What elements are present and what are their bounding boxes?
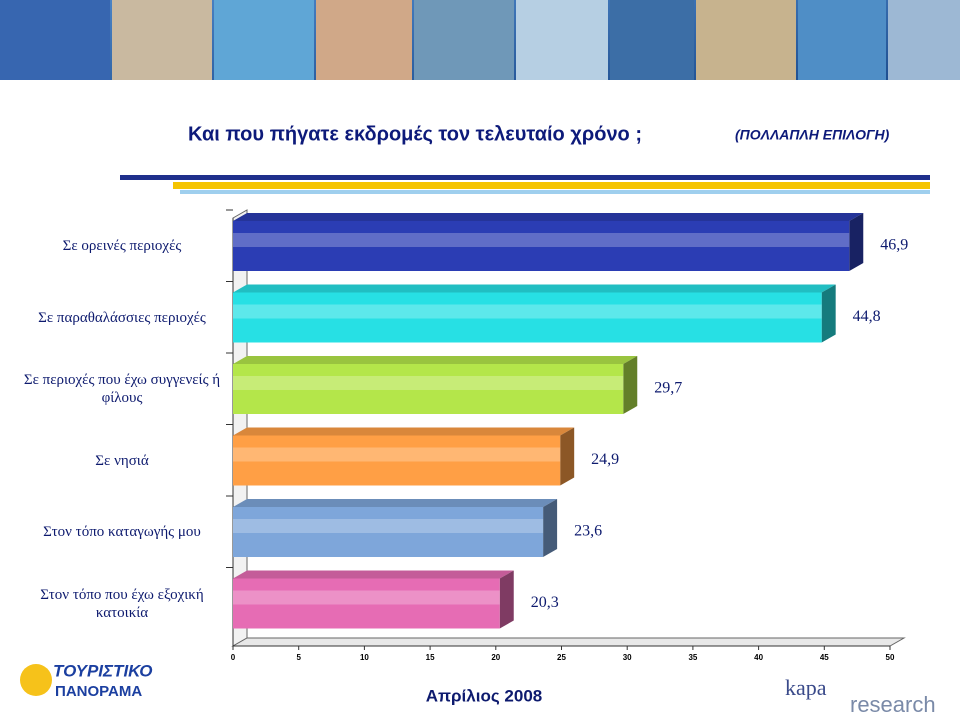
bar-side <box>543 499 558 557</box>
bar <box>233 364 624 414</box>
value-label: 24,9 <box>591 451 619 468</box>
logo-text: ΠΑΝΟΡΑΜΑ <box>55 683 142 700</box>
bar-side <box>821 284 836 343</box>
subtitle: (ΠΟΛΛΑΠΛΗ ΕΠΙΛΟΓΗ) <box>735 127 890 143</box>
bar <box>233 221 850 271</box>
x-tick-label: 0 <box>231 653 236 662</box>
bar-top <box>233 427 575 436</box>
x-tick-label: 35 <box>688 653 697 662</box>
logo-text: research <box>850 692 936 716</box>
y-tick-label: Σε νησιά <box>95 452 149 469</box>
y-tick-label: Σε ορεινές περιοχές <box>62 238 182 254</box>
x-tick-label: 45 <box>820 653 829 662</box>
logo-text: kapa <box>785 675 827 700</box>
x-tick-label: 25 <box>557 653 566 662</box>
value-label: 29,7 <box>654 380 682 397</box>
x-tick-label: 30 <box>623 653 632 662</box>
photo-strip <box>0 0 960 80</box>
bar-shine <box>233 590 500 605</box>
y-tick-label: Σε περιοχές που έχω συγγενείς ή φίλους <box>23 372 221 406</box>
bar-top <box>233 356 638 364</box>
value-label: 23,6 <box>574 523 602 540</box>
value-label: 44,8 <box>853 308 881 325</box>
bar-shine <box>233 304 822 319</box>
logo-sun <box>20 664 52 696</box>
title: Και που πήγατε εκδρομές τον τελευταίο χρ… <box>188 123 642 145</box>
x-tick-label: 50 <box>886 653 895 662</box>
bar-shine <box>233 447 561 462</box>
floor <box>231 637 906 647</box>
x-tick-label: 5 <box>296 653 301 662</box>
bar <box>233 578 500 629</box>
bar <box>233 292 822 343</box>
logo-text: ΤΟΥΡΙΣΤΙΚΟ <box>53 661 152 680</box>
x-tick-label: 20 <box>491 653 500 662</box>
bar-side <box>849 213 864 271</box>
value-label: 46,9 <box>880 237 908 254</box>
x-tick-label: 40 <box>754 653 763 662</box>
bar <box>233 507 544 557</box>
bar-shine <box>233 233 850 247</box>
bar-side <box>499 570 514 629</box>
rule <box>173 182 930 189</box>
date: Απρίλιος 2008 <box>426 686 542 705</box>
rule <box>180 190 930 194</box>
bar-side <box>623 356 638 414</box>
bar <box>233 435 561 486</box>
y-tick-label: Σε παραθαλάσσιες περιοχές <box>38 309 206 326</box>
bar-shine <box>233 376 624 390</box>
x-tick-label: 10 <box>360 653 369 662</box>
bar-top <box>233 499 558 507</box>
y-tick-label: Στον τόπο που έχω εξοχική κατοικία <box>40 586 204 621</box>
x-tick-label: 15 <box>426 653 435 662</box>
bar-top <box>233 570 514 579</box>
rule <box>120 175 930 180</box>
value-label: 20,3 <box>531 594 559 611</box>
y-tick-label: Στον τόπο καταγωγής μου <box>43 524 201 540</box>
bar-top <box>233 213 864 221</box>
bar-top <box>233 284 836 293</box>
bar-side <box>560 427 575 486</box>
bar-shine <box>233 519 544 533</box>
